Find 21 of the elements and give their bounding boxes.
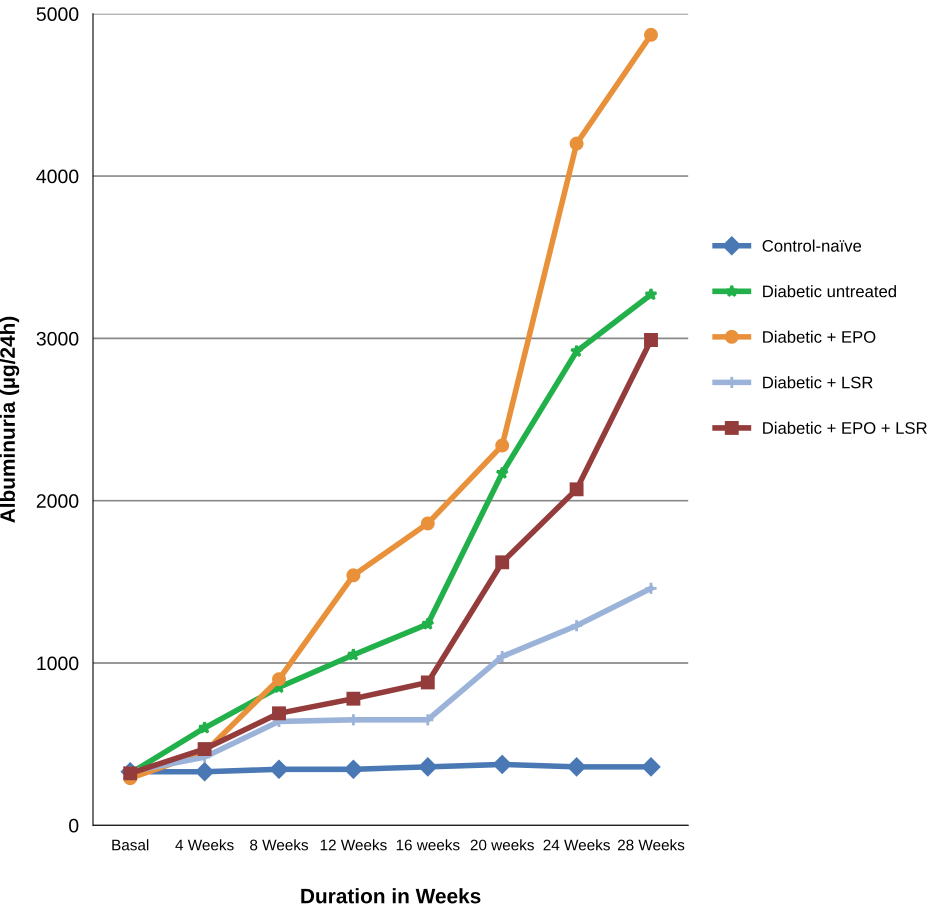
legend-label: Diabetic untreated — [763, 285, 896, 298]
y-tick-label: 1000 — [37, 656, 78, 670]
x-tick-label: 16 weeks — [396, 839, 460, 850]
y-tick-label: 0 — [69, 818, 78, 833]
legend-label: Diabetic + EPO — [763, 330, 876, 343]
x-tick-label: 4 Weeks — [175, 839, 234, 850]
x-tick-label: 28 Weeks — [618, 839, 684, 850]
legend-label: Control-naïve — [762, 240, 862, 252]
legend-label: Diabetic + EPO + LSR — [763, 422, 927, 434]
y-axis-title: Albuminuria (µg/24h) — [0, 316, 20, 523]
legend-label: Diabetic + LSR — [763, 376, 873, 388]
x-tick-label: 24 Weeks — [544, 839, 610, 850]
x-tick-label: 20 weeks — [470, 839, 534, 850]
x-tick-label: 8 Weeks — [250, 839, 308, 850]
y-tick-label: 2000 — [36, 494, 78, 508]
x-tick-label: Basal — [112, 839, 148, 850]
y-tick-label: 4000 — [36, 170, 78, 184]
x-tick-label: 12 Weeks — [320, 839, 387, 850]
y-tick-label: 3000 — [36, 332, 78, 346]
x-axis-title: Duration in Weeks — [301, 888, 480, 904]
y-tick-label: 5000 — [36, 7, 78, 21]
